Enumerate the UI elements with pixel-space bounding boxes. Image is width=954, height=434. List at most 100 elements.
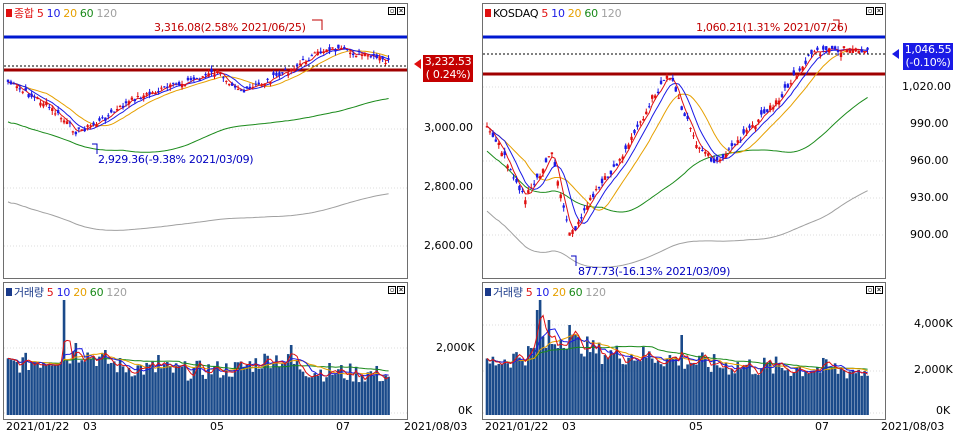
volume-bar xyxy=(337,369,340,415)
candle-body xyxy=(615,163,618,166)
volume-bar xyxy=(627,357,630,415)
low-annotation-arrow xyxy=(571,255,577,266)
kospi-volume-chart xyxy=(4,300,407,415)
volume-bar xyxy=(345,379,349,415)
kospi-volume-legend: 거래량 5 10 20 60 120 xyxy=(6,285,130,299)
volume-bar xyxy=(615,345,619,415)
volume-bar xyxy=(642,346,645,415)
volume-bar xyxy=(848,371,852,415)
candle-body xyxy=(295,64,299,66)
maximize-icon[interactable]: ▫ xyxy=(866,285,874,294)
volume-bar xyxy=(207,364,210,415)
maximize-icon[interactable]: ▫ xyxy=(866,6,874,15)
candle-body xyxy=(349,52,352,55)
volume-bar xyxy=(387,376,390,415)
legend-color-icon xyxy=(6,288,12,296)
candle-body xyxy=(597,186,601,189)
volume-bar xyxy=(210,374,213,415)
candle-body xyxy=(677,97,680,99)
volume-bar xyxy=(251,371,255,415)
kospi-volume-tick: 2,000K xyxy=(436,341,475,354)
volume-bar xyxy=(780,367,784,415)
candle-body xyxy=(284,69,287,71)
candle-body xyxy=(42,103,45,107)
volume-bar xyxy=(9,359,13,415)
volume-bar xyxy=(322,381,325,415)
candle-body xyxy=(136,96,139,98)
volume-bar xyxy=(591,340,595,415)
candle-body xyxy=(754,126,757,130)
candle-body xyxy=(210,68,213,73)
volume-bar xyxy=(369,371,373,415)
volume-bar xyxy=(804,370,807,415)
volume-bar xyxy=(286,354,290,415)
candle-body xyxy=(71,131,75,133)
candle-body xyxy=(751,124,754,128)
volume-bar xyxy=(854,373,858,415)
volume-bar xyxy=(704,356,707,415)
volume-bar xyxy=(378,381,381,415)
candle-body xyxy=(586,205,589,210)
close-icon[interactable]: × xyxy=(875,285,883,294)
candle-body xyxy=(686,116,689,119)
close-icon[interactable]: × xyxy=(397,6,405,15)
volume-title: 거래량 xyxy=(14,286,44,299)
candle-body xyxy=(603,176,607,180)
volume-bar xyxy=(712,354,716,415)
volume-bar xyxy=(186,380,190,415)
volume-bar xyxy=(245,364,249,415)
maximize-icon[interactable]: ▫ xyxy=(388,6,396,15)
candle-body xyxy=(866,47,869,50)
volume-bar xyxy=(65,359,69,415)
volume-bar xyxy=(233,362,237,415)
candle-body xyxy=(12,83,16,85)
volume-bar xyxy=(532,347,536,415)
volume-bar xyxy=(334,374,337,415)
volume-bar xyxy=(74,343,78,415)
volume-bar xyxy=(600,364,604,415)
kospi-price-chart xyxy=(4,19,407,247)
candle-body xyxy=(145,93,148,95)
volume-bar xyxy=(284,362,287,415)
volume-bar xyxy=(15,361,19,415)
ma120-line xyxy=(486,190,868,268)
volume-bar xyxy=(216,361,219,415)
volume-bar xyxy=(760,368,763,415)
candle-body xyxy=(334,49,337,52)
close-icon[interactable]: × xyxy=(875,6,883,15)
volume-bar xyxy=(269,368,272,415)
volume-bar xyxy=(521,360,524,415)
kosdaq-xlabel: 03 xyxy=(562,420,576,433)
volume-bar xyxy=(586,336,589,415)
volume-bar xyxy=(177,366,181,415)
candle-body xyxy=(266,78,269,80)
volume-bar xyxy=(692,363,695,415)
volume-bar xyxy=(59,361,63,415)
candle-body xyxy=(319,51,322,54)
candle-body xyxy=(340,47,343,49)
candle-body xyxy=(51,108,54,112)
candle-body xyxy=(346,48,349,50)
volume-bar xyxy=(6,358,10,415)
candle-body xyxy=(651,95,654,99)
volume-bar xyxy=(27,369,30,415)
close-icon[interactable]: × xyxy=(397,285,405,294)
candle-body xyxy=(292,69,296,72)
candle-body xyxy=(674,87,677,92)
volume-bar xyxy=(553,344,557,415)
candle-body xyxy=(375,54,378,59)
maximize-icon[interactable]: ▫ xyxy=(388,285,396,294)
volume-bar xyxy=(278,366,281,415)
volume-bar xyxy=(107,363,110,415)
candle-body xyxy=(710,157,713,162)
volume-bar xyxy=(92,356,95,415)
candle-body xyxy=(653,95,657,98)
volume-bar xyxy=(12,360,16,415)
kospi-legend: 종합 5 10 20 60 120 xyxy=(6,6,120,20)
candle-body xyxy=(583,208,586,211)
volume-bar xyxy=(863,371,866,415)
volume-bar xyxy=(18,372,22,415)
volume-bar xyxy=(366,372,370,415)
volume-bar xyxy=(580,353,583,415)
candle-body xyxy=(774,100,778,105)
